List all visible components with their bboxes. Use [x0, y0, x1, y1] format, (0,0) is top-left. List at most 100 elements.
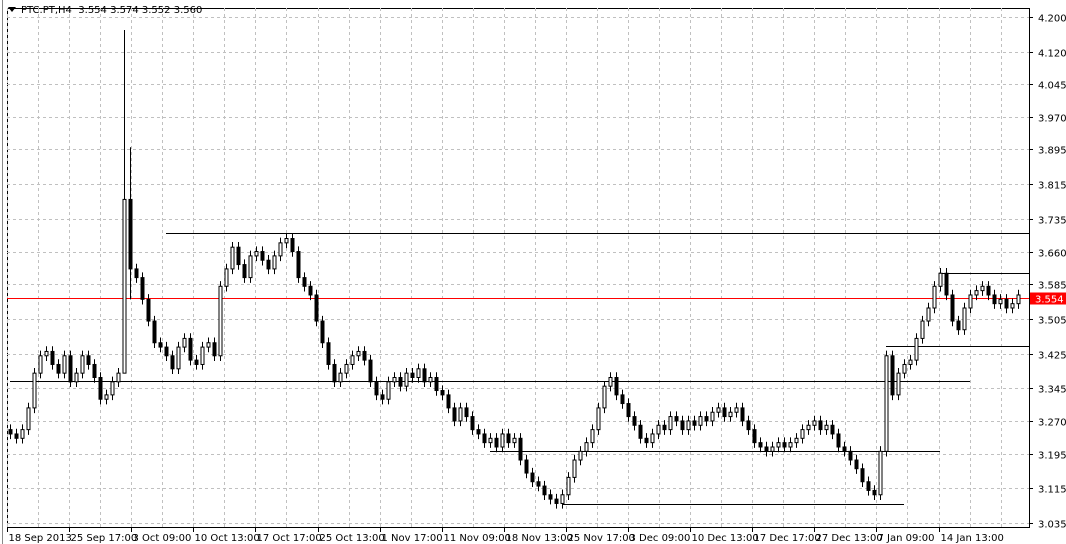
candle-body: [182, 337, 187, 348]
candle-body: [416, 368, 421, 378]
x-tick-label: 18 Sep 2013: [9, 533, 72, 544]
candle-body: [68, 355, 73, 383]
candle-body: [278, 242, 283, 257]
x-tick-label: 10 Oct 13:00: [195, 533, 260, 544]
candle-body: [92, 363, 97, 378]
candle-body: [650, 433, 655, 444]
candle-body: [200, 346, 205, 365]
candle-body: [602, 385, 607, 409]
candle-body: [782, 442, 787, 448]
candle-body: [752, 429, 757, 444]
candle-body: [644, 437, 649, 444]
y-tick-label: 3.895: [1038, 146, 1066, 157]
x-tick-label: 18 Nov 13:00: [506, 533, 573, 544]
candle-body: [608, 376, 613, 387]
candle-body: [272, 255, 277, 270]
candle-body: [458, 407, 463, 422]
y-tick-label: 3.735: [1038, 216, 1066, 227]
candle-body: [374, 381, 379, 396]
candle-body: [632, 416, 637, 426]
candle-body: [356, 350, 361, 357]
candle-body: [686, 420, 691, 431]
candle-body: [824, 424, 829, 431]
candle-body: [380, 394, 385, 400]
candle-body: [890, 355, 895, 396]
candle-body: [920, 320, 925, 339]
candle-body: [188, 337, 193, 361]
candle-body: [446, 394, 451, 409]
candle-body: [512, 437, 517, 444]
y-tick-label: 4.200: [1038, 14, 1066, 25]
candle-body: [656, 424, 661, 435]
candle-body: [572, 459, 577, 478]
candle-body: [212, 342, 217, 357]
candle-body: [428, 376, 433, 383]
candle-body: [818, 420, 823, 431]
candle-body: [98, 376, 103, 400]
x-tick-label: 25 Sep 17:00: [71, 533, 138, 544]
candle-body: [596, 407, 601, 431]
x-tick-label: 25 Nov 17:00: [568, 533, 635, 544]
current-price-badge: [1030, 292, 1066, 305]
candle-body: [518, 437, 523, 461]
candle-body: [926, 307, 931, 322]
candle-body: [1004, 298, 1009, 309]
candle-body: [794, 437, 799, 444]
candle-body: [506, 433, 511, 444]
candle-body: [992, 294, 997, 305]
candle-body: [668, 416, 673, 431]
candle-body: [74, 372, 79, 383]
candle-body: [194, 359, 199, 365]
candle-body: [590, 429, 595, 444]
candle-body: [362, 350, 367, 361]
candle-body: [728, 411, 733, 418]
x-tick-label: 3 Dec 09:00: [630, 533, 691, 544]
candle-body: [866, 481, 871, 491]
candle-body: [248, 255, 253, 279]
y-tick-label: 3.425: [1038, 351, 1066, 362]
triangle-down-icon[interactable]: [8, 7, 16, 12]
candle-body: [548, 494, 553, 500]
candle-body: [692, 420, 697, 426]
candle-body: [254, 251, 259, 257]
candle-body: [398, 376, 403, 387]
candle-body: [710, 411, 715, 422]
x-tick-label: 17 Oct 17:00: [257, 533, 322, 544]
candle-body: [134, 268, 139, 279]
candle-body: [878, 450, 883, 496]
candle-body: [566, 476, 571, 496]
candle-body: [722, 407, 727, 418]
candle-body: [290, 238, 295, 253]
candle-body: [410, 372, 415, 378]
candle-body: [302, 277, 307, 287]
candle-body: [62, 355, 67, 374]
candle-body: [986, 285, 991, 296]
y-tick-label: 3.115: [1038, 485, 1066, 496]
y-tick-label: 3.195: [1038, 451, 1066, 462]
x-tick-label: 27 Dec 13:00: [816, 533, 883, 544]
candle-body: [530, 472, 535, 483]
candle-body: [806, 424, 811, 431]
y-tick-label: 3.660: [1038, 249, 1066, 260]
candle-body: [524, 459, 529, 474]
candle-body: [80, 355, 85, 374]
candle-body: [578, 450, 583, 461]
candle-body: [326, 342, 331, 365]
candle-body: [368, 359, 373, 383]
candle-body: [242, 264, 247, 279]
candle-body: [734, 407, 739, 413]
candle-body: [422, 368, 427, 383]
candle-body: [620, 394, 625, 405]
candle-body: [1010, 303, 1015, 309]
y-tick-label: 4.120: [1038, 49, 1066, 60]
candle-body: [482, 433, 487, 444]
candle-body: [800, 429, 805, 439]
y-tick-label: 3.815: [1038, 181, 1066, 192]
candle-body: [842, 446, 847, 452]
candle-body: [812, 420, 817, 426]
candle-body: [218, 285, 223, 357]
candle-body: [716, 407, 721, 413]
x-tick-label: 1 Nov 17:00: [382, 533, 443, 544]
candle-body: [788, 442, 793, 448]
